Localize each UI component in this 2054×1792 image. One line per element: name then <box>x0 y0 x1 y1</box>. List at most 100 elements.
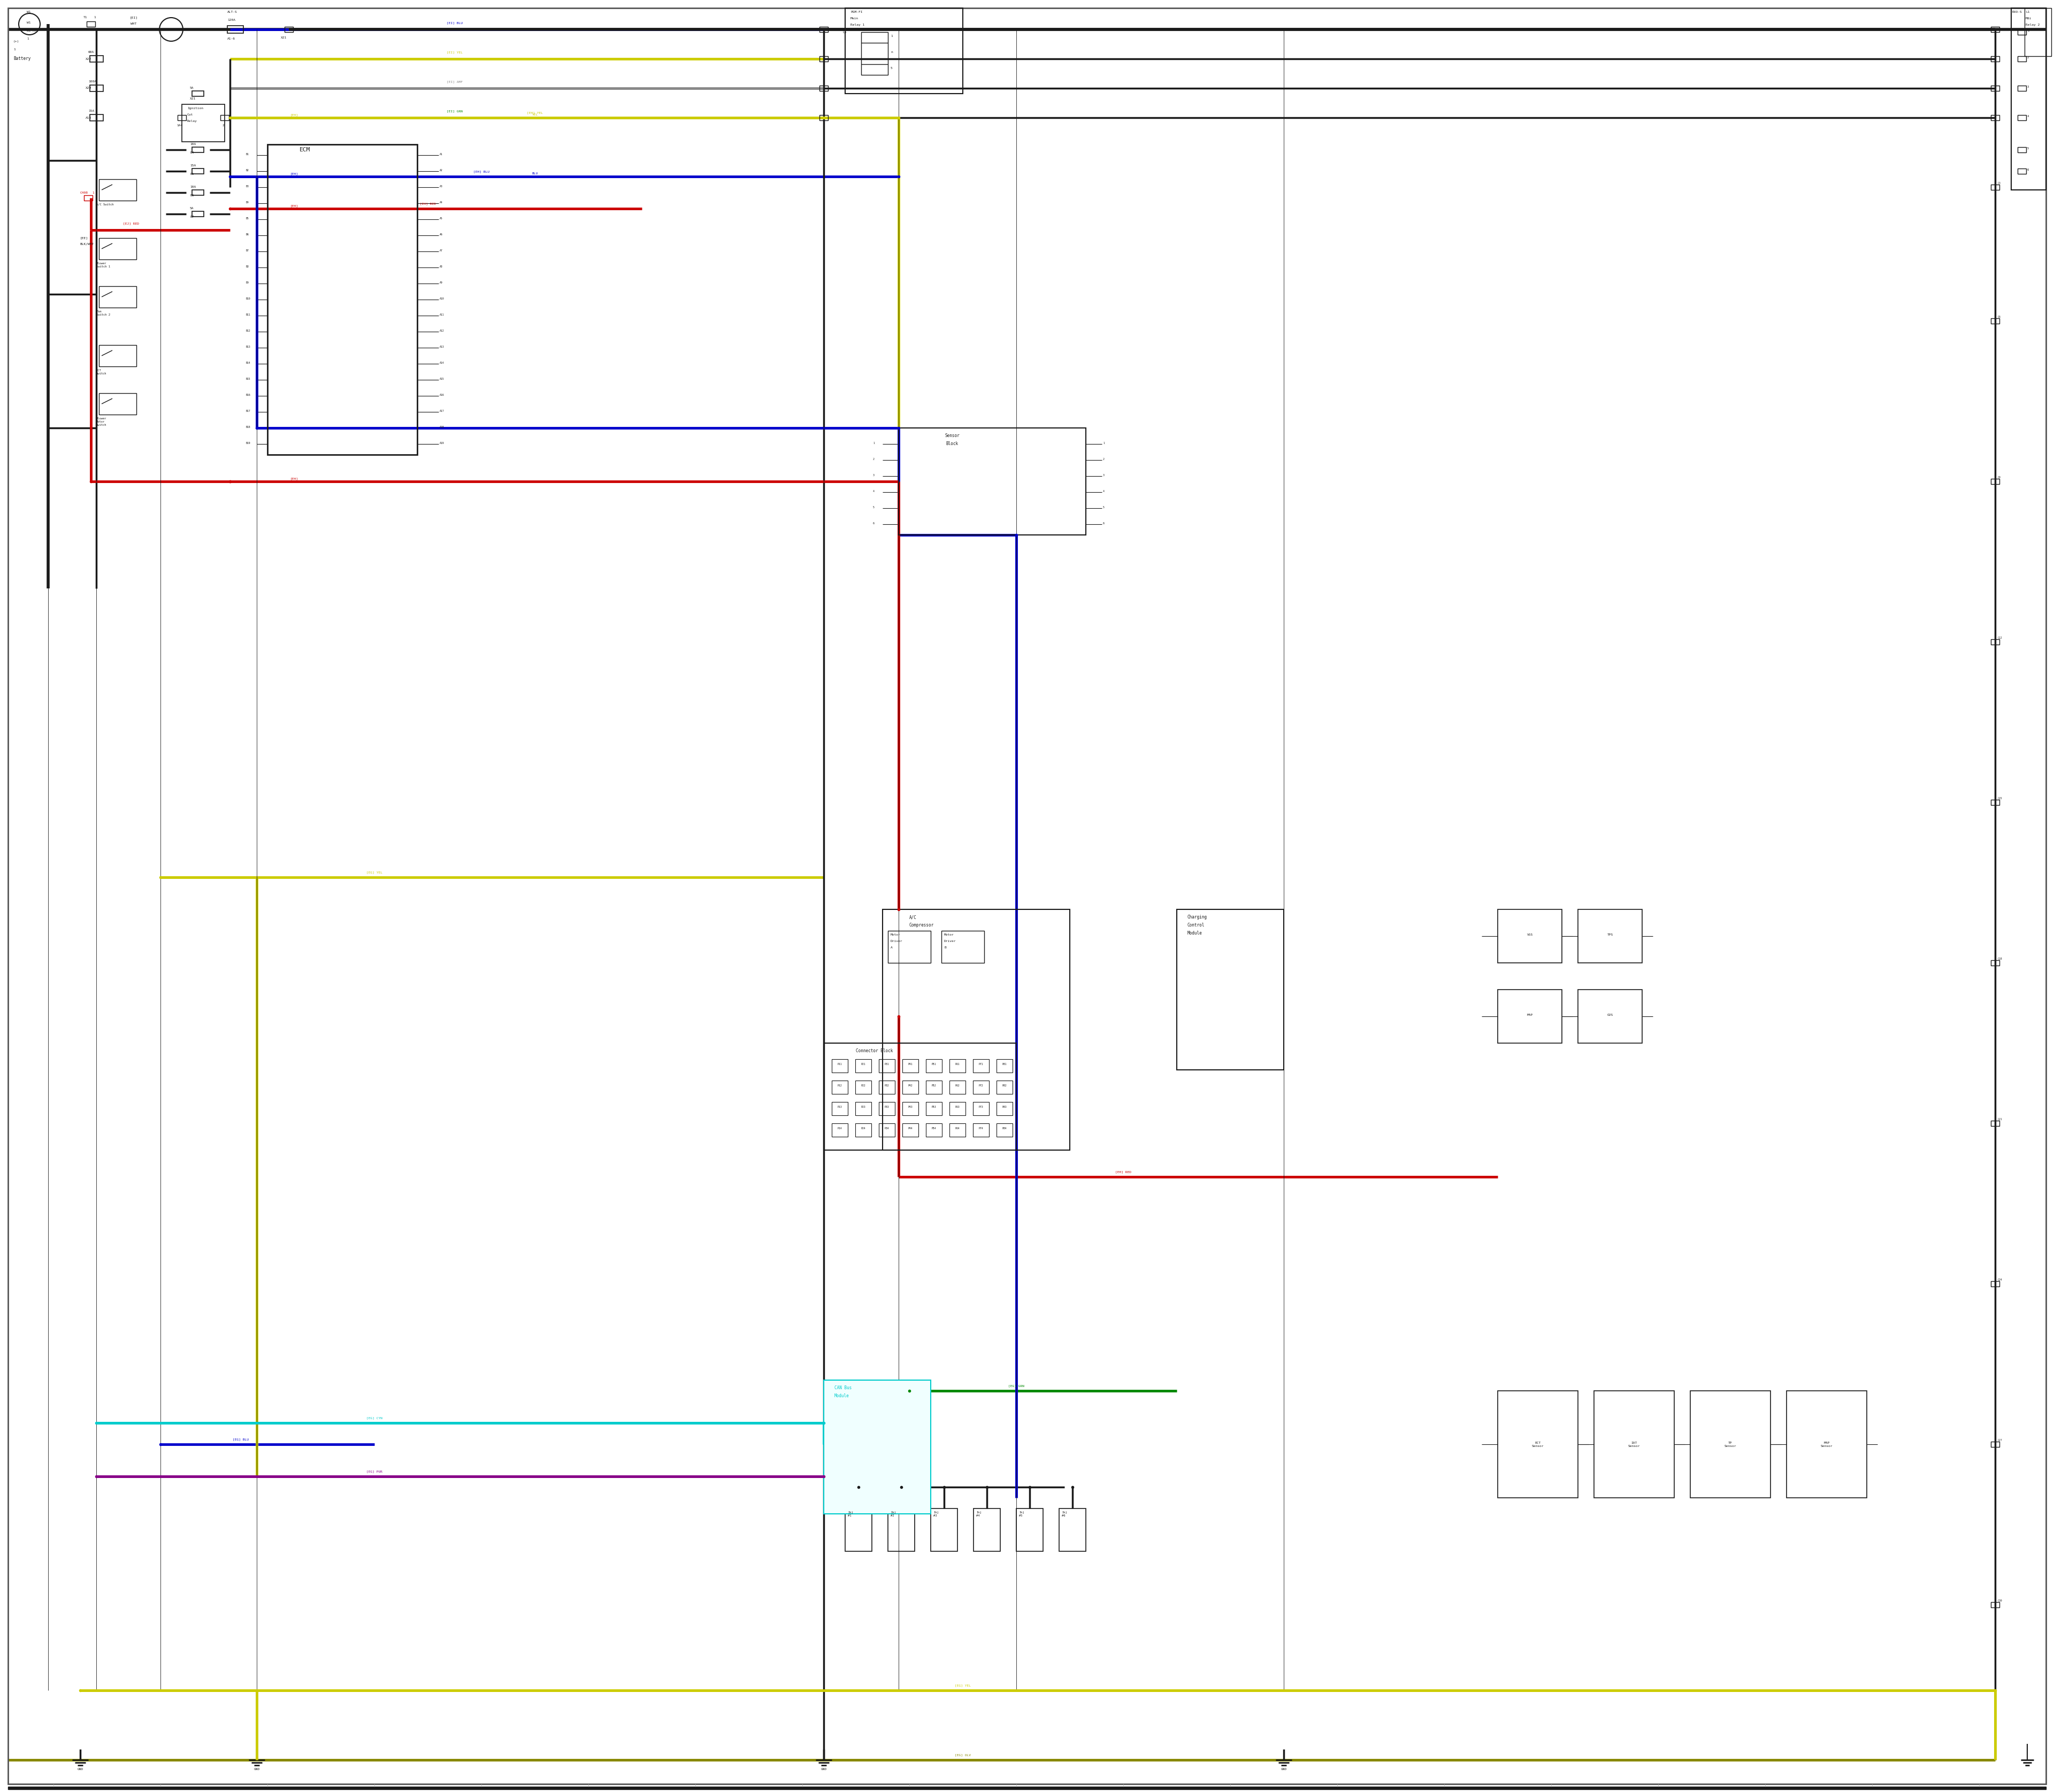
Text: A5: A5 <box>440 217 444 220</box>
Bar <box>90 56 103 63</box>
Text: X21: X21 <box>189 97 195 100</box>
Text: P13: P13 <box>838 1106 842 1109</box>
Bar <box>941 930 984 962</box>
Bar <box>926 1059 943 1073</box>
Text: B15: B15 <box>246 378 251 380</box>
Text: 1A4: 1A4 <box>177 124 183 127</box>
Bar <box>844 7 963 93</box>
Text: P43: P43 <box>908 1106 912 1109</box>
Bar <box>949 1124 965 1136</box>
Text: GND: GND <box>1282 1769 1286 1770</box>
Text: [EH]: [EH] <box>290 113 298 116</box>
Text: B1: B1 <box>246 152 249 156</box>
Bar <box>900 428 1087 536</box>
Text: B12: B12 <box>246 330 251 332</box>
Text: [EI] AMF: [EI] AMF <box>446 81 462 82</box>
Bar <box>996 1102 1013 1115</box>
Text: C12: C12 <box>1999 636 2003 640</box>
Bar <box>844 1509 871 1552</box>
Text: P71: P71 <box>978 1063 984 1066</box>
Bar <box>286 27 294 32</box>
Text: [EH] BLU: [EH] BLU <box>472 170 489 172</box>
Text: A1: A1 <box>440 152 444 156</box>
Text: Blower
Switch 1: Blower Switch 1 <box>97 262 111 267</box>
Bar <box>99 346 136 366</box>
Bar <box>267 145 417 455</box>
Text: [EH]: [EH] <box>290 204 298 208</box>
Text: B3: B3 <box>246 185 249 188</box>
Text: [EG] BLU: [EG] BLU <box>232 1437 249 1441</box>
Text: Battery: Battery <box>14 56 31 61</box>
Text: B19: B19 <box>246 443 251 444</box>
Text: B10: B10 <box>246 297 251 299</box>
Text: A1-6: A1-6 <box>228 38 236 39</box>
Bar <box>879 1081 896 1093</box>
Text: Connector Block: Connector Block <box>857 1048 893 1054</box>
Text: P42: P42 <box>908 1084 912 1088</box>
Text: P54: P54 <box>933 1127 937 1129</box>
Text: 15A: 15A <box>88 109 94 113</box>
Bar <box>926 1102 943 1115</box>
Text: B11: B11 <box>246 314 251 315</box>
Bar <box>1990 1120 1999 1125</box>
Text: B14: B14 <box>246 362 251 364</box>
Text: C27: C27 <box>1999 1439 2003 1441</box>
Text: B16: B16 <box>246 394 251 396</box>
Text: GND: GND <box>822 1769 828 1770</box>
Text: A/C Switch: A/C Switch <box>97 202 113 206</box>
Bar <box>974 1124 990 1136</box>
Bar <box>1577 909 1641 962</box>
Text: P81: P81 <box>1002 1063 1006 1066</box>
Bar <box>1990 319 1999 324</box>
Bar <box>1990 86 1999 91</box>
Bar <box>1990 961 1999 966</box>
Text: Compressor: Compressor <box>910 923 935 928</box>
Text: A15: A15 <box>440 378 444 380</box>
Bar <box>902 1102 918 1115</box>
Bar <box>1497 989 1561 1043</box>
Text: P33: P33 <box>885 1106 889 1109</box>
Text: [EG] CYN: [EG] CYN <box>366 1416 382 1419</box>
Text: PGM-FI: PGM-FI <box>850 11 863 13</box>
Text: [EG] PUR: [EG] PUR <box>366 1469 382 1473</box>
Bar <box>228 25 242 34</box>
Bar <box>854 1059 871 1073</box>
Bar <box>86 22 94 27</box>
Text: P72: P72 <box>978 1084 984 1088</box>
Text: Motor: Motor <box>891 934 900 935</box>
Text: TP
Sensor: TP Sensor <box>1725 1441 1736 1448</box>
Text: A8: A8 <box>440 265 444 269</box>
Text: Main: Main <box>850 18 859 20</box>
Bar <box>1497 909 1561 962</box>
Text: A/C: A/C <box>910 914 916 919</box>
Text: C408: C408 <box>80 192 88 194</box>
Text: Inj
#4: Inj #4 <box>976 1511 982 1518</box>
Text: B4: B4 <box>189 151 193 154</box>
Bar <box>832 1059 848 1073</box>
Text: P31: P31 <box>885 1063 889 1066</box>
Bar <box>887 930 930 962</box>
Text: Sensor: Sensor <box>945 434 959 437</box>
Text: 5A: 5A <box>189 208 193 210</box>
Text: [EG] YEL: [EG] YEL <box>366 871 382 873</box>
Bar <box>99 238 136 260</box>
Bar <box>99 179 136 201</box>
Bar <box>930 1509 957 1552</box>
Text: 60A: 60A <box>88 50 94 54</box>
Text: P51: P51 <box>933 1063 937 1066</box>
Text: A4: A4 <box>440 201 444 204</box>
Text: Inj
#1: Inj #1 <box>848 1511 852 1518</box>
Text: W2-H7: W2-H7 <box>27 29 37 32</box>
Text: 120A: 120A <box>228 18 236 22</box>
Text: 15A: 15A <box>189 165 195 167</box>
Text: C18: C18 <box>1999 957 2003 961</box>
Text: B6: B6 <box>189 194 193 197</box>
Bar <box>1990 640 1999 645</box>
Text: P82: P82 <box>1002 1084 1006 1088</box>
Text: (+): (+) <box>14 39 18 43</box>
Bar <box>832 1102 848 1115</box>
Text: BLK/WHT: BLK/WHT <box>80 244 94 246</box>
Text: 10A: 10A <box>189 186 195 188</box>
Text: [EI] BLU: [EI] BLU <box>446 22 462 23</box>
Text: Blower
Motor
Switch: Blower Motor Switch <box>97 418 107 426</box>
